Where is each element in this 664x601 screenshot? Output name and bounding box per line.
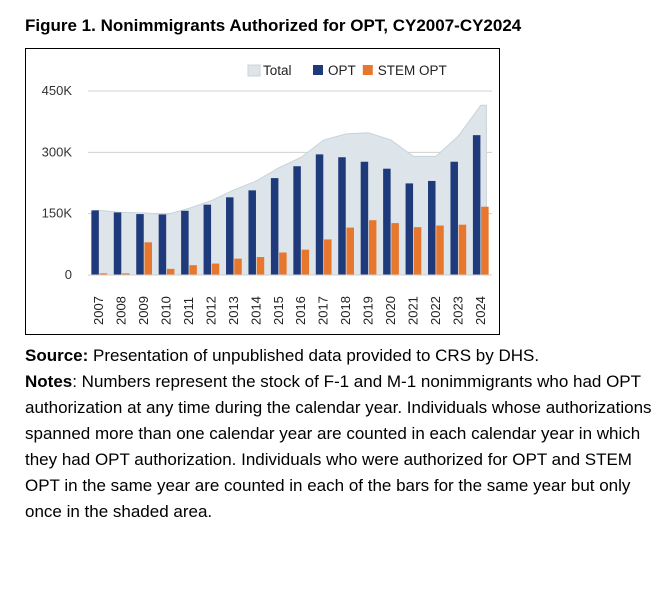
x-tick-label: 2009	[136, 296, 151, 325]
opt-bar-2022	[428, 180, 436, 275]
x-tick-label: 2007	[91, 296, 106, 325]
figure-notes: Source: Presentation of unpublished data…	[25, 343, 657, 525]
opt-bar-2009	[136, 214, 144, 275]
x-tick-label: 2012	[203, 296, 218, 325]
x-tick-label: 2023	[450, 296, 465, 325]
stem-opt-bar-2011	[189, 265, 197, 275]
opt-bar-2023	[450, 161, 458, 275]
figure-title: Figure 1. Nonimmigrants Authorized for O…	[25, 16, 522, 35]
opt-bar-2015	[270, 178, 279, 275]
legend-swatch-stem-opt	[362, 65, 373, 75]
opt-bar-2019	[360, 161, 369, 275]
source-text: Presentation of unpublished data provide…	[88, 346, 540, 365]
stem-opt-bar-2021	[413, 227, 422, 275]
x-tick-label: 2016	[293, 296, 308, 325]
x-tick-label: 2015	[271, 296, 286, 325]
y-tick-label: 150K	[42, 206, 73, 221]
opt-bar-2021	[405, 183, 414, 275]
stem-opt-bar-2008	[122, 273, 130, 275]
stem-opt-bar-2022	[436, 225, 444, 275]
legend-label: STEM OPT	[378, 63, 447, 78]
notes-label: Notes	[25, 372, 73, 391]
source-label: Source:	[25, 346, 89, 365]
y-tick-label: 450K	[42, 83, 73, 98]
opt-bar-2014	[248, 190, 256, 275]
stem-opt-bar-2013	[234, 258, 242, 275]
stem-opt-bar-2020	[391, 223, 399, 275]
x-tick-label: 2024	[473, 296, 488, 325]
legend-label: OPT	[328, 63, 356, 78]
opt-bar-2011	[181, 210, 189, 275]
opt-bar-2020	[383, 168, 391, 275]
stem-opt-bar-2018	[346, 227, 354, 275]
total-area	[93, 104, 487, 276]
x-tick-label: 2017	[316, 296, 331, 325]
notes-paragraph: Notes: Numbers represent the stock of F-…	[25, 369, 657, 525]
x-tick-label: 2019	[361, 296, 376, 325]
source-note: Source: Presentation of unpublished data…	[25, 343, 657, 369]
legend-label: Total	[263, 63, 292, 78]
stem-opt-bar-2014	[256, 257, 265, 275]
x-tick-label: 2008	[114, 296, 129, 325]
opt-bar-2013	[226, 197, 234, 275]
x-tick-label: 2013	[226, 296, 241, 325]
opt-bar-2017	[315, 154, 324, 275]
stem-opt-bar-2010	[166, 268, 175, 275]
opt-bar-2008	[113, 212, 122, 275]
legend-swatch-opt	[313, 65, 323, 75]
opt-bar-2024	[472, 135, 481, 275]
opt-bar-2016	[293, 166, 301, 275]
opt-bar-2012	[203, 204, 212, 275]
opt-bar-2018	[338, 157, 346, 275]
x-tick-label: 2021	[405, 296, 420, 325]
stem-opt-bar-2024	[481, 206, 489, 275]
legend-swatch-total	[247, 64, 261, 77]
y-tick-label: 300K	[42, 144, 73, 159]
x-tick-label: 2014	[248, 296, 263, 325]
chart-frame: 0 150K 300K 450K 2007 2008 2009 2010 2011 2012 201…	[25, 48, 500, 335]
chart-plot: 0 150K 300K 450K 2007 2008 2009 2010 2011 2012 201…	[42, 63, 492, 325]
stem-opt-bar-2016	[301, 249, 310, 275]
x-tick-label: 2011	[181, 297, 196, 325]
y-tick-label: 0	[65, 267, 72, 282]
x-tick-label: 2010	[159, 296, 174, 325]
opt-bar-2010	[158, 214, 167, 275]
stem-opt-bar-2019	[368, 220, 377, 275]
stem-opt-bar-2012	[211, 263, 220, 275]
stem-opt-bar-2007	[99, 273, 108, 275]
x-tick-label: 2020	[383, 296, 398, 325]
stem-opt-bar-2017	[324, 239, 332, 275]
x-tick-label: 2022	[428, 296, 443, 325]
stem-opt-bar-2023	[458, 224, 467, 275]
x-tick-label: 2018	[338, 296, 353, 325]
stem-opt-bar-2015	[279, 252, 287, 275]
stem-opt-bar-2009	[144, 242, 152, 275]
opt-bar-2007	[91, 210, 99, 275]
notes-text: : Numbers represent the stock of F-1 and…	[25, 372, 652, 521]
